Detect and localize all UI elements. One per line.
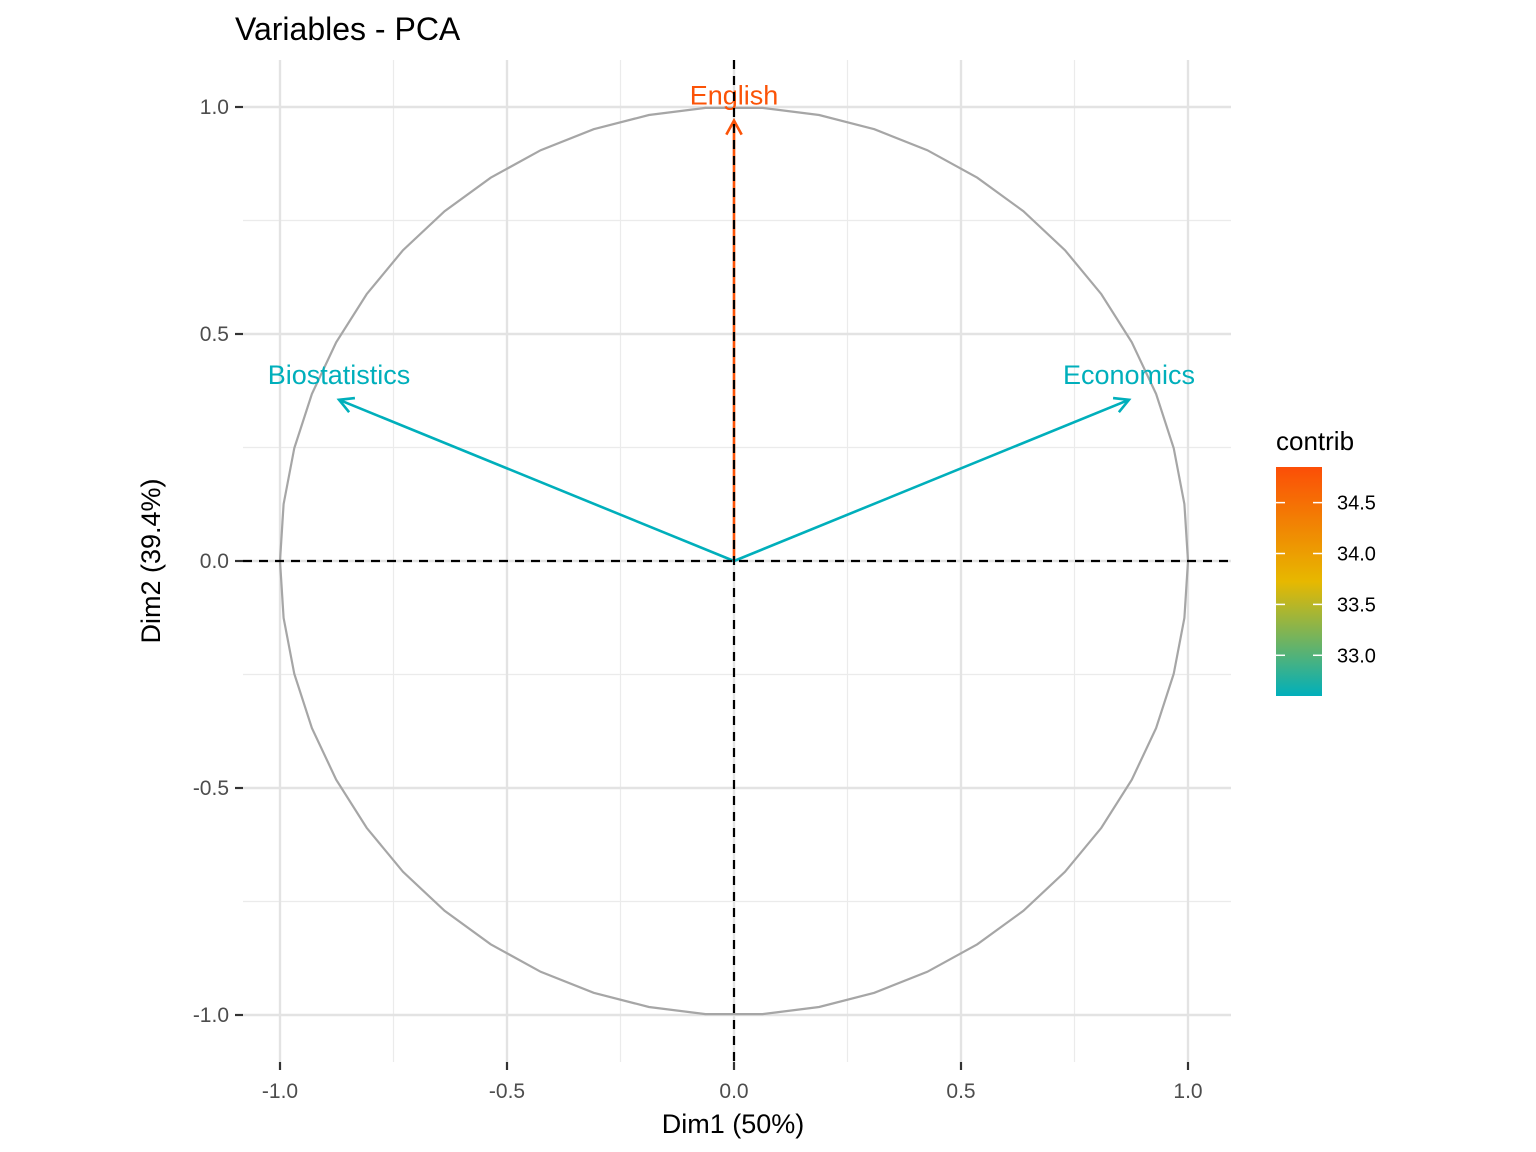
y-axis-title: Dim2 (39.4%) bbox=[136, 478, 166, 643]
y-tick-label: 0.5 bbox=[200, 323, 229, 346]
x-tick-label: -0.5 bbox=[489, 1080, 525, 1103]
legend-tick-label: 33.5 bbox=[1337, 594, 1376, 616]
variable-label: Biostatistics bbox=[268, 360, 411, 390]
chart-title: Variables - PCA bbox=[235, 11, 461, 47]
x-tick-label: -1.0 bbox=[262, 1080, 298, 1103]
axis-ticks: -1.0 -0.5 0.0 0.5 1.0 1.0 0.5 0.0 -0.5 -1.0 bbox=[193, 96, 1203, 1103]
legend-tick-label: 34.5 bbox=[1337, 493, 1376, 515]
y-tick-label: 0.0 bbox=[200, 550, 229, 573]
x-tick-label: 0.5 bbox=[946, 1080, 975, 1103]
x-tick-label: 0.0 bbox=[719, 1080, 748, 1103]
legend-colorbar bbox=[1276, 467, 1322, 696]
legend-title: contrib bbox=[1276, 426, 1354, 456]
legend: contrib 34.5 34.0 33.5 33.0 bbox=[1276, 426, 1376, 696]
legend-tick-label: 34.0 bbox=[1337, 544, 1376, 566]
variable-label: Economics bbox=[1063, 360, 1195, 390]
reference-lines bbox=[243, 60, 1231, 1062]
y-tick-label: -0.5 bbox=[193, 777, 229, 800]
x-tick-label: 1.0 bbox=[1173, 1080, 1202, 1103]
legend-tick-label: 33.0 bbox=[1337, 645, 1376, 667]
x-axis-title: Dim1 (50%) bbox=[662, 1109, 805, 1139]
y-tick-label: 1.0 bbox=[200, 96, 229, 119]
variable-arrow-biostatistics: Biostatistics bbox=[268, 360, 735, 563]
variable-arrow-economics: Economics bbox=[733, 360, 1195, 563]
y-tick-label: -1.0 bbox=[193, 1004, 229, 1027]
